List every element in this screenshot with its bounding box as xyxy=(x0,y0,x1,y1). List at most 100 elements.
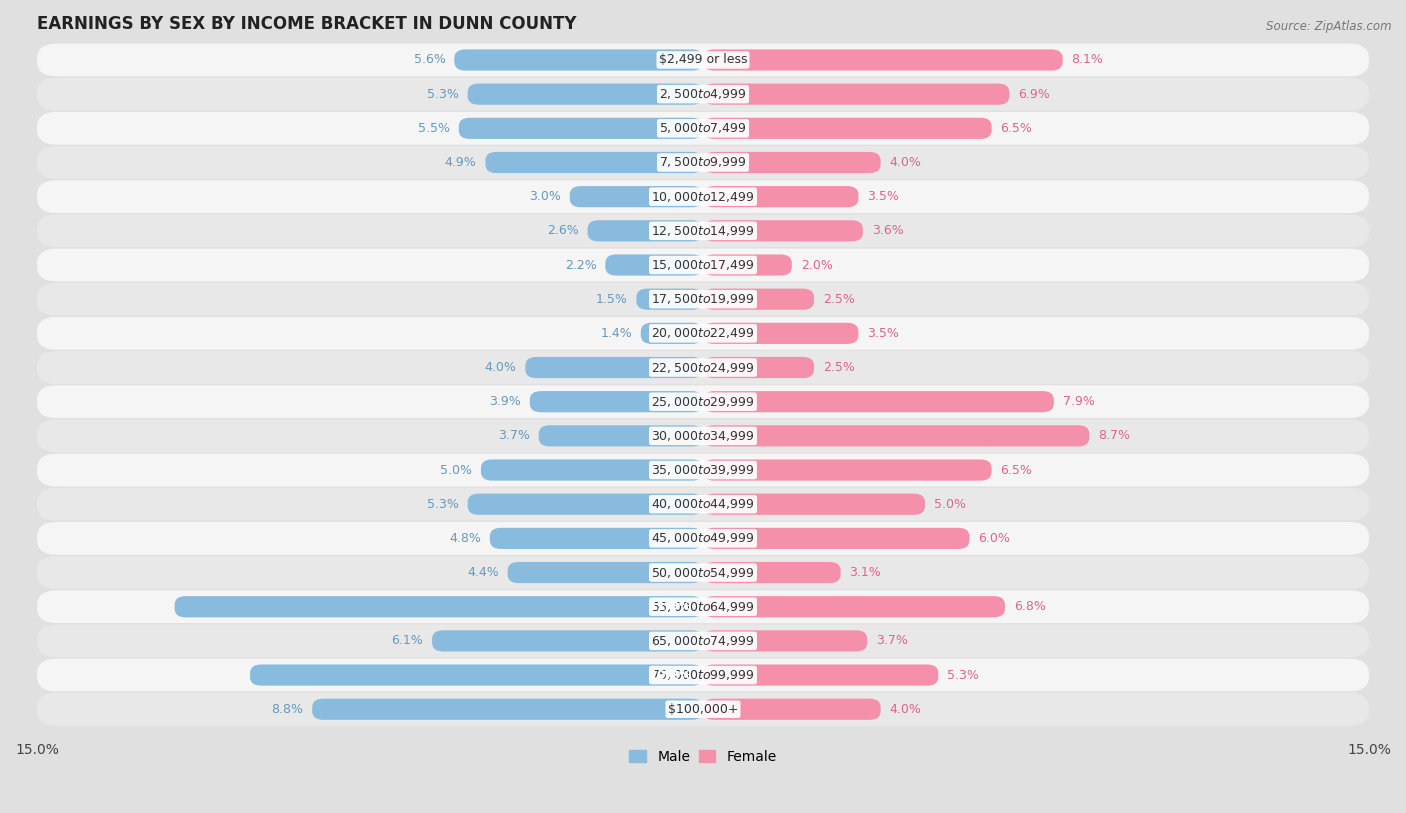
Text: 2.2%: 2.2% xyxy=(565,259,596,272)
Text: 1.5%: 1.5% xyxy=(596,293,627,306)
FancyBboxPatch shape xyxy=(526,357,703,378)
Text: 11.9%: 11.9% xyxy=(648,600,692,613)
Text: 5.6%: 5.6% xyxy=(413,54,446,67)
Text: 6.0%: 6.0% xyxy=(979,532,1010,545)
FancyBboxPatch shape xyxy=(703,493,925,515)
Text: 3.7%: 3.7% xyxy=(876,634,908,647)
FancyBboxPatch shape xyxy=(637,289,703,310)
FancyBboxPatch shape xyxy=(485,152,703,173)
FancyBboxPatch shape xyxy=(703,664,938,685)
Text: 3.6%: 3.6% xyxy=(872,224,904,237)
Text: 6.9%: 6.9% xyxy=(1018,88,1050,101)
Text: 4.0%: 4.0% xyxy=(890,702,921,715)
FancyBboxPatch shape xyxy=(481,459,703,480)
FancyBboxPatch shape xyxy=(703,459,991,480)
FancyBboxPatch shape xyxy=(703,357,814,378)
FancyBboxPatch shape xyxy=(37,249,1369,281)
Text: $22,500 to $24,999: $22,500 to $24,999 xyxy=(651,360,755,375)
Text: 4.0%: 4.0% xyxy=(485,361,516,374)
FancyBboxPatch shape xyxy=(489,528,703,549)
Text: 6.5%: 6.5% xyxy=(1001,463,1032,476)
FancyBboxPatch shape xyxy=(530,391,703,412)
Text: $7,500 to $9,999: $7,500 to $9,999 xyxy=(659,155,747,169)
FancyBboxPatch shape xyxy=(37,180,1369,213)
Text: 6.1%: 6.1% xyxy=(391,634,423,647)
Text: $2,500 to $4,999: $2,500 to $4,999 xyxy=(659,87,747,101)
FancyBboxPatch shape xyxy=(37,556,1369,589)
FancyBboxPatch shape xyxy=(703,528,969,549)
FancyBboxPatch shape xyxy=(538,425,703,446)
Text: $55,000 to $64,999: $55,000 to $64,999 xyxy=(651,600,755,614)
FancyBboxPatch shape xyxy=(432,630,703,651)
FancyBboxPatch shape xyxy=(703,118,991,139)
FancyBboxPatch shape xyxy=(37,44,1369,76)
Text: $5,000 to $7,499: $5,000 to $7,499 xyxy=(659,121,747,135)
FancyBboxPatch shape xyxy=(37,454,1369,486)
FancyBboxPatch shape xyxy=(703,152,880,173)
FancyBboxPatch shape xyxy=(37,385,1369,418)
Text: $75,000 to $99,999: $75,000 to $99,999 xyxy=(651,668,755,682)
FancyBboxPatch shape xyxy=(508,562,703,583)
FancyBboxPatch shape xyxy=(703,323,859,344)
Text: $10,000 to $12,499: $10,000 to $12,499 xyxy=(651,189,755,204)
Text: 5.3%: 5.3% xyxy=(948,668,979,681)
Text: 6.5%: 6.5% xyxy=(1001,122,1032,135)
Text: 4.0%: 4.0% xyxy=(890,156,921,169)
Text: $17,500 to $19,999: $17,500 to $19,999 xyxy=(651,292,755,307)
Text: 5.3%: 5.3% xyxy=(427,88,458,101)
FancyBboxPatch shape xyxy=(37,659,1369,692)
FancyBboxPatch shape xyxy=(37,78,1369,111)
Text: 2.5%: 2.5% xyxy=(823,361,855,374)
Text: 3.9%: 3.9% xyxy=(489,395,522,408)
FancyBboxPatch shape xyxy=(468,84,703,105)
FancyBboxPatch shape xyxy=(606,254,703,276)
FancyBboxPatch shape xyxy=(588,220,703,241)
FancyBboxPatch shape xyxy=(703,562,841,583)
Text: $35,000 to $39,999: $35,000 to $39,999 xyxy=(651,463,755,477)
FancyBboxPatch shape xyxy=(454,50,703,71)
FancyBboxPatch shape xyxy=(37,146,1369,179)
FancyBboxPatch shape xyxy=(641,323,703,344)
Text: $15,000 to $17,499: $15,000 to $17,499 xyxy=(651,258,755,272)
Text: 10.2%: 10.2% xyxy=(648,668,692,681)
FancyBboxPatch shape xyxy=(703,289,814,310)
FancyBboxPatch shape xyxy=(37,420,1369,452)
Text: 3.1%: 3.1% xyxy=(849,566,882,579)
Text: 2.0%: 2.0% xyxy=(800,259,832,272)
FancyBboxPatch shape xyxy=(703,84,1010,105)
FancyBboxPatch shape xyxy=(37,283,1369,315)
Text: Source: ZipAtlas.com: Source: ZipAtlas.com xyxy=(1267,20,1392,33)
Text: 3.5%: 3.5% xyxy=(868,327,900,340)
FancyBboxPatch shape xyxy=(37,522,1369,554)
FancyBboxPatch shape xyxy=(37,488,1369,520)
FancyBboxPatch shape xyxy=(312,698,703,720)
Text: $2,499 or less: $2,499 or less xyxy=(659,54,747,67)
Text: $12,500 to $14,999: $12,500 to $14,999 xyxy=(651,224,755,238)
FancyBboxPatch shape xyxy=(37,693,1369,726)
FancyBboxPatch shape xyxy=(703,698,880,720)
Text: 7.9%: 7.9% xyxy=(1063,395,1094,408)
Text: $65,000 to $74,999: $65,000 to $74,999 xyxy=(651,634,755,648)
Text: $100,000+: $100,000+ xyxy=(668,702,738,715)
Text: 8.7%: 8.7% xyxy=(1098,429,1130,442)
Text: 5.3%: 5.3% xyxy=(427,498,458,511)
Text: 4.9%: 4.9% xyxy=(444,156,477,169)
Text: 3.7%: 3.7% xyxy=(498,429,530,442)
Text: 5.5%: 5.5% xyxy=(418,122,450,135)
Legend: Male, Female: Male, Female xyxy=(624,745,782,769)
FancyBboxPatch shape xyxy=(37,351,1369,384)
FancyBboxPatch shape xyxy=(703,425,1090,446)
Text: 8.8%: 8.8% xyxy=(271,702,304,715)
Text: 3.5%: 3.5% xyxy=(868,190,900,203)
FancyBboxPatch shape xyxy=(250,664,703,685)
FancyBboxPatch shape xyxy=(37,317,1369,350)
FancyBboxPatch shape xyxy=(37,590,1369,623)
Text: 4.8%: 4.8% xyxy=(449,532,481,545)
Text: $40,000 to $44,999: $40,000 to $44,999 xyxy=(651,498,755,511)
FancyBboxPatch shape xyxy=(703,186,859,207)
FancyBboxPatch shape xyxy=(468,493,703,515)
FancyBboxPatch shape xyxy=(703,254,792,276)
Text: 5.0%: 5.0% xyxy=(440,463,472,476)
FancyBboxPatch shape xyxy=(37,215,1369,247)
Text: $20,000 to $22,499: $20,000 to $22,499 xyxy=(651,326,755,341)
